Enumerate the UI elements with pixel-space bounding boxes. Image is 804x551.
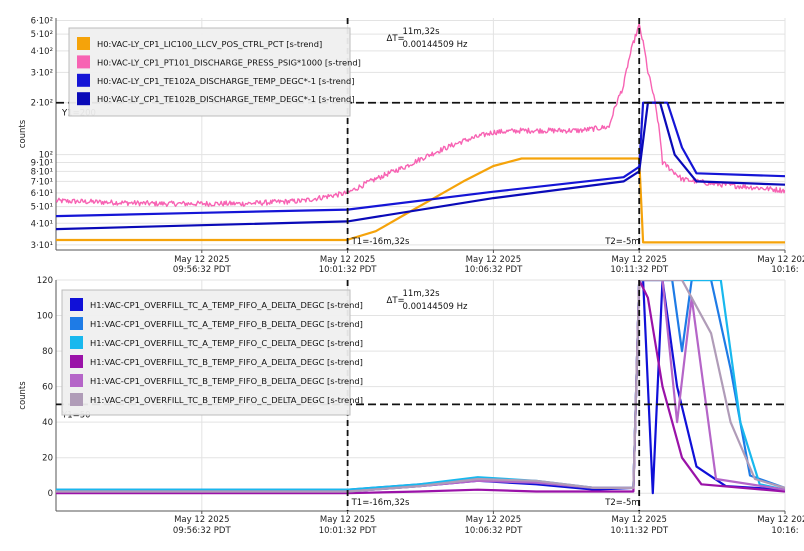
x-tick-time-label: 09:56:32 PDT (173, 265, 232, 275)
legend-entry-label: H1:VAC-CP1_OVERFILL_TC_A_TEMP_FIFO_B_DEL… (90, 319, 363, 329)
y-tick-label: 8·10¹ (31, 167, 53, 177)
x-tick-date-label: May 12 2025 (320, 515, 375, 525)
delta-frequency-value: 0.00144509 Hz (403, 302, 468, 312)
y-axis-title: counts (18, 381, 28, 410)
series-line-4 (56, 280, 785, 495)
x-tick-time-label: 10:01:32 PDT (319, 526, 378, 536)
x-tick-time-label: 10:16: (771, 526, 798, 536)
y-tick-label: 6·10² (31, 16, 53, 26)
x-tick-date-label: May 12 2025 (320, 255, 375, 265)
y-tick-label: 2·10² (31, 99, 53, 109)
x-tick-date-label: May 12 2025 (757, 515, 804, 525)
legend-entry-label: H0:VAC-LY_CP1_PT101_DISCHARGE_PRESS_PSIG… (97, 57, 361, 67)
cursor-t1-label: T1=-16m,32s (351, 498, 410, 508)
legend-entry-label: H1:VAC-CP1_OVERFILL_TC_B_TEMP_FIFO_A_DEL… (90, 357, 363, 367)
y-tick-label: 5·10² (31, 30, 53, 40)
legend-entry-label: H0:VAC-LY_CP1_TE102B_DISCHARGE_TEMP_DEGC… (97, 94, 355, 104)
y-tick-label: 100 (37, 312, 53, 322)
legend-swatch[interactable] (70, 374, 83, 387)
y-tick-label: 120 (37, 276, 53, 286)
x-tick-date-label: May 12 2025 (611, 515, 666, 525)
x-tick-date-label: May 12 2025 (757, 255, 804, 265)
y-tick-label: 20 (42, 454, 53, 464)
x-tick-time-label: 10:11:32 PDT (610, 265, 669, 275)
x-tick-time-label: 10:11:32 PDT (610, 526, 669, 536)
legend-swatch[interactable] (77, 92, 90, 106)
legend-entry-label: H1:VAC-CP1_OVERFILL_TC_A_TEMP_FIFO_C_DEL… (90, 338, 363, 348)
series-line-2 (56, 22, 785, 208)
y-axis-title: counts (18, 119, 28, 148)
legend-box (61, 289, 351, 416)
delta-t-symbol: ΔT= (387, 34, 405, 44)
legend-entry-label: H1:VAC-CP1_OVERFILL_TC_A_TEMP_FIFO_A_DEL… (90, 300, 363, 310)
x-tick-date-label: May 12 2025 (174, 255, 229, 265)
cursor-t1-label: T1=-16m,32s (351, 237, 410, 247)
legend-swatch[interactable] (70, 355, 83, 368)
legend-swatch[interactable] (70, 298, 83, 311)
legend-swatch[interactable] (77, 55, 90, 69)
y-tick-label: 5·10¹ (31, 203, 53, 213)
x-tick-date-label: May 12 2025 (466, 255, 521, 265)
y-tick-label: 7·10¹ (31, 177, 53, 187)
delta-t-symbol: ΔT= (387, 296, 405, 306)
cursor-t2-label: T2=-5m (604, 498, 639, 508)
x-tick-date-label: May 12 2025 (466, 515, 521, 525)
x-tick-time-label: 10:06:32 PDT (465, 526, 524, 536)
y-tick-label: 4·10¹ (31, 219, 53, 229)
y-tick-label: 60 (42, 383, 53, 393)
delta-frequency-value: 0.00144509 Hz (403, 40, 468, 50)
y-tick-label: 4·10² (31, 47, 53, 57)
x-tick-date-label: May 12 2025 (611, 255, 666, 265)
legend-swatch[interactable] (70, 317, 83, 330)
x-tick-time-label: 10:06:32 PDT (465, 265, 524, 275)
cursor-t2-label: T2=-5m (604, 237, 639, 247)
series-group (56, 22, 785, 244)
x-tick-time-label: 10:01:32 PDT (319, 265, 378, 275)
y-tick-label: 10² (39, 151, 53, 161)
legend-swatch[interactable] (70, 336, 83, 349)
delta-t-value: 11m,32s (403, 289, 441, 299)
series-group (56, 280, 785, 495)
legend-box (68, 27, 351, 117)
y-tick-label: 3·10² (31, 68, 53, 78)
series-line-6 (56, 280, 785, 493)
y-tick-label: 9·10¹ (31, 159, 53, 169)
y-tick-label: 40 (42, 418, 53, 428)
y-tick-label: 0 (48, 489, 53, 499)
y-tick-label: 3·10¹ (31, 241, 53, 251)
legend-entry-label: H1:VAC-CP1_OVERFILL_TC_B_TEMP_FIFO_C_DEL… (90, 395, 363, 405)
legend-entry-label: H0:VAC-LY_CP1_LIC100_LLCV_POS_CTRL_PCT [… (97, 39, 322, 49)
x-tick-time-label: 09:56:32 PDT (173, 526, 232, 536)
y-tick-label: 80 (42, 347, 53, 357)
legend-entry-label: H1:VAC-CP1_OVERFILL_TC_B_TEMP_FIFO_B_DEL… (90, 376, 363, 386)
y-tick-label: 6·10¹ (31, 189, 53, 199)
legend-swatch[interactable] (77, 73, 90, 87)
x-tick-date-label: May 12 2025 (174, 515, 229, 525)
x-tick-time-label: 10:16: (771, 265, 798, 275)
legend-swatch[interactable] (70, 393, 83, 406)
legend-entry-label: H0:VAC-LY_CP1_TE102A_DISCHARGE_TEMP_DEGC… (97, 76, 355, 86)
delta-t-value: 11m,32s (403, 27, 441, 37)
legend-swatch[interactable] (77, 37, 90, 50)
